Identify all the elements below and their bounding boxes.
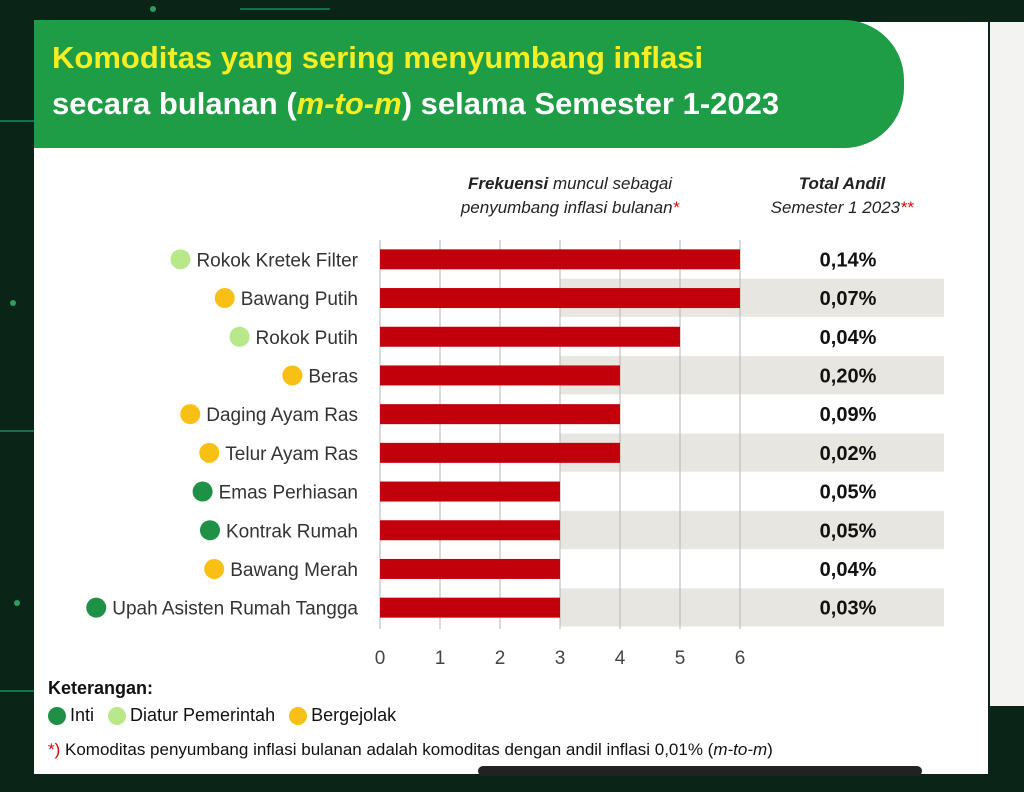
group-dot (282, 365, 303, 386)
frequency-header-rest: muncul sebagai (548, 174, 673, 193)
category-label: Rokok Kretek Filter (196, 250, 358, 271)
total-andil-value: 0,09% (820, 404, 877, 426)
frequency-header-bold: Frekuensi (467, 174, 549, 193)
footnote-1-end: ) (767, 740, 773, 759)
x-tick-label: 5 (675, 648, 686, 669)
category-label: Beras (308, 366, 358, 387)
x-tick-label: 2 (495, 648, 506, 669)
bar (380, 481, 560, 502)
group-dot (214, 288, 235, 309)
bar (380, 288, 740, 309)
side-strip (990, 22, 1024, 706)
title-line-2-accent: m-to-m (296, 86, 402, 121)
x-tick-label: 6 (735, 648, 746, 669)
category-label: Emas Perhiasan (219, 483, 358, 504)
video-progress-bar[interactable] (478, 766, 922, 776)
total-andil-value: 0,14% (820, 249, 877, 271)
row-shade (560, 433, 944, 472)
legend-item: Inti (48, 705, 94, 726)
bar (380, 365, 620, 386)
bar (380, 442, 620, 463)
footnote-1-text: Komoditas penyumbang inflasi bulanan ada… (60, 740, 714, 759)
category-label: Telur Ayam Ras (225, 444, 358, 465)
row-shade (560, 588, 944, 627)
bar (380, 597, 560, 618)
legend-dot (48, 706, 66, 725)
category-label: Kontrak Rumah (226, 521, 358, 542)
frequency-header-line2: penyumbang inflasi bulanan (460, 198, 673, 217)
total-andil-value: 0,07% (820, 288, 877, 310)
category-label: Upah Asisten Rumah Tangga (112, 599, 358, 620)
footnote-1-mark: *) (48, 740, 61, 759)
bar (380, 326, 680, 347)
legend-items: Inti Diatur Pemerintah Bergejolak (48, 705, 410, 726)
total-andil-value: 0,04% (820, 559, 877, 581)
frequency-header: Frekuensi muncul sebagai penyumbang infl… (420, 172, 720, 220)
legend-dot (108, 706, 127, 725)
bar (380, 558, 560, 579)
total-header-line2: Semester 1 2023 (770, 198, 901, 217)
bar (380, 520, 560, 541)
total-andil-value: 0,03% (820, 598, 877, 620)
title-line-2-prefix: secara bulanan ( (52, 86, 297, 121)
total-andil-value: 0,05% (820, 520, 877, 542)
x-tick-label: 3 (555, 648, 566, 669)
group-dot (170, 249, 191, 270)
total-andil-value: 0,20% (820, 365, 877, 387)
frequency-header-mark: * (672, 198, 680, 217)
total-andil-value: 0,02% (820, 443, 877, 465)
legend-label: Diatur Pemerintah (130, 705, 276, 725)
footnote-1-italic: m-to-m (713, 740, 768, 759)
total-header: Total Andil Semester 1 2023** (742, 172, 942, 220)
bar (380, 249, 740, 270)
category-label: Bawang Putih (241, 289, 358, 310)
x-tick-label: 4 (615, 648, 626, 669)
title-line-2: secara bulanan (m-to-m) selama Semester … (52, 86, 779, 122)
category-label: Bawang Merah (230, 560, 358, 581)
title-banner (34, 20, 904, 148)
group-dot (204, 558, 225, 579)
group-dot (86, 597, 107, 618)
legend-label: Bergejolak (311, 705, 397, 725)
category-label: Daging Ayam Ras (206, 405, 358, 426)
group-dot (229, 326, 250, 347)
x-tick-label: 1 (435, 648, 446, 669)
total-andil-value: 0,05% (820, 482, 877, 504)
group-dot (180, 404, 201, 425)
category-label: Rokok Putih (256, 328, 358, 349)
group-dot (192, 481, 213, 502)
legend-dot (289, 706, 308, 725)
legend: Keterangan: Inti Diatur Pemerintah Bergejo… (48, 678, 410, 726)
footnote-1: *) Komoditas penyumbang inflasi bulanan … (48, 740, 773, 760)
total-header-line1: Total Andil (798, 174, 886, 193)
group-dot (199, 442, 220, 463)
total-andil-value: 0,04% (820, 327, 877, 349)
legend-title: Keterangan: (48, 678, 154, 698)
total-header-mark: ** (900, 198, 914, 217)
x-tick-label: 0 (375, 648, 386, 669)
title-line-1: Komoditas yang sering menyumbang inflasi (52, 40, 704, 75)
bar (380, 404, 620, 425)
legend-label: Inti (70, 705, 95, 725)
row-shade (560, 510, 944, 550)
legend-item: Bergejolak (289, 705, 396, 726)
row-shade (560, 356, 944, 395)
group-dot (199, 520, 220, 541)
legend-item: Diatur Pemerintah (108, 705, 275, 726)
title-line-2-suffix: ) selama Semester 1-2023 (401, 86, 780, 121)
